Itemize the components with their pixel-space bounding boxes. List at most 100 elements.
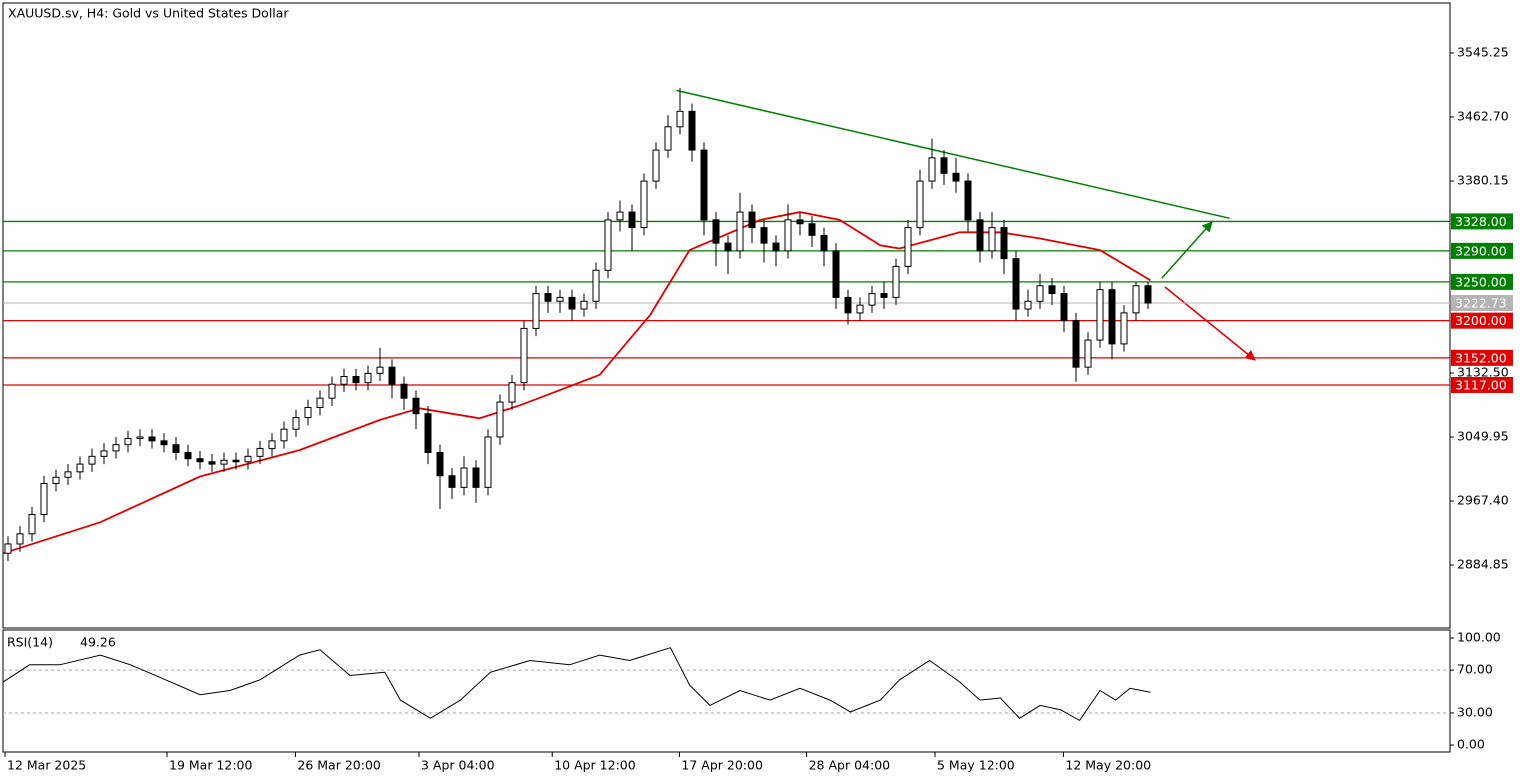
candle-body (160, 440, 168, 446)
level-tag (1451, 242, 1513, 259)
candle-body (928, 157, 936, 182)
level-label: 3290.00 (1455, 243, 1507, 258)
y-tick-label: 3132.50 (1457, 364, 1509, 379)
level-tag (1451, 312, 1513, 329)
y-tick-label: 3049.95 (1457, 428, 1509, 443)
y-tick-label: 3380.15 (1457, 172, 1509, 187)
candle-body (1084, 339, 1092, 368)
level-tag (1451, 213, 1513, 230)
y-tick-label: 2967.40 (1457, 492, 1509, 507)
level-tag (1451, 377, 1513, 394)
candle-body (508, 382, 516, 403)
trendline (676, 89, 1230, 220)
candle-body (760, 227, 768, 244)
candle-body (664, 126, 672, 151)
candle-body (172, 444, 180, 453)
candle-body (616, 211, 624, 221)
candle-body (640, 180, 648, 229)
chart-title: XAUUSD.sv, H4: Gold vs United States Dol… (8, 6, 289, 21)
candle-body (940, 157, 948, 174)
y-tick-label: 3545.25 (1457, 44, 1509, 59)
candle-body (52, 476, 60, 484)
candle-body (712, 219, 720, 244)
rsi-tick-label: 70.00 (1457, 662, 1493, 677)
candle-body (136, 436, 144, 440)
candle-body (460, 467, 468, 488)
x-tick-label: 26 Mar 20:00 (297, 758, 381, 773)
x-tick-label: 17 Apr 20:00 (681, 758, 763, 773)
level-label: 3250.00 (1455, 274, 1507, 289)
candle-body (316, 397, 324, 408)
candle-body (808, 223, 816, 236)
candle-body (292, 417, 300, 430)
x-tick-label: 19 Mar 12:00 (169, 758, 253, 773)
candle-body (1012, 258, 1020, 310)
candle-body (544, 293, 552, 302)
candle-body (784, 219, 792, 252)
candle-body (952, 172, 960, 182)
candle-body (820, 234, 828, 252)
candle-body (1108, 289, 1116, 345)
candle-body (148, 436, 156, 442)
up-arrow (1161, 221, 1213, 279)
candle-body (1048, 285, 1056, 295)
candle-body (184, 451, 192, 460)
candle-body (400, 383, 408, 399)
candle-body (1096, 289, 1104, 341)
candle-body (388, 366, 396, 385)
candle-body (520, 327, 528, 384)
moving-average (2, 211, 1151, 555)
candle-body (976, 219, 984, 252)
candle-body (796, 219, 804, 225)
candle-body (1060, 293, 1068, 322)
rsi-line (2, 647, 1151, 722)
candle-body (892, 265, 900, 298)
level-label: 3152.00 (1455, 350, 1507, 365)
candle-body (496, 401, 504, 438)
candle-body (988, 227, 996, 252)
candle-body (748, 211, 756, 229)
x-tick-label: 28 Apr 04:00 (809, 758, 891, 773)
candle-body (472, 467, 480, 488)
candle-body (340, 375, 348, 385)
level-tag (1451, 273, 1513, 290)
candle-body (1024, 300, 1032, 310)
candle-body (484, 436, 492, 488)
candle-body (652, 149, 660, 182)
candle-body (436, 451, 444, 477)
candle-body (1000, 227, 1008, 260)
rsi-value: 49.26 (80, 635, 116, 650)
rsi-title: RSI(14) (7, 635, 53, 650)
candle-body (700, 149, 708, 221)
candle-body (904, 227, 912, 267)
candle-body (76, 463, 84, 473)
candle-body (220, 459, 228, 465)
candle-body (256, 448, 264, 457)
level-label: 3200.00 (1455, 313, 1507, 328)
candle-body (376, 366, 384, 374)
last-price-label: 3222.73 (1455, 296, 1507, 311)
candle-body (112, 444, 120, 452)
rsi-tick-label: 0.00 (1457, 737, 1485, 752)
level-label: 3328.00 (1455, 214, 1507, 229)
candle-body (268, 440, 276, 450)
rsi-panel (2, 629, 1451, 753)
x-tick-label: 12 Mar 2025 (7, 758, 86, 773)
candle-body (244, 455, 252, 463)
candle-body (280, 428, 288, 442)
level-label: 3117.00 (1455, 378, 1507, 393)
candle-body (424, 413, 432, 453)
down-arrow (1164, 286, 1256, 361)
candle-body (28, 513, 36, 535)
candle-body (688, 110, 696, 151)
candle-body (856, 304, 864, 314)
candle-body (304, 406, 312, 419)
candle-body (124, 438, 132, 446)
candle-body (832, 250, 840, 298)
candle-body (1036, 285, 1044, 302)
last-price-tag (1451, 295, 1513, 312)
candle-body (964, 180, 972, 221)
candle-body (328, 383, 336, 399)
candle-body (556, 296, 564, 302)
